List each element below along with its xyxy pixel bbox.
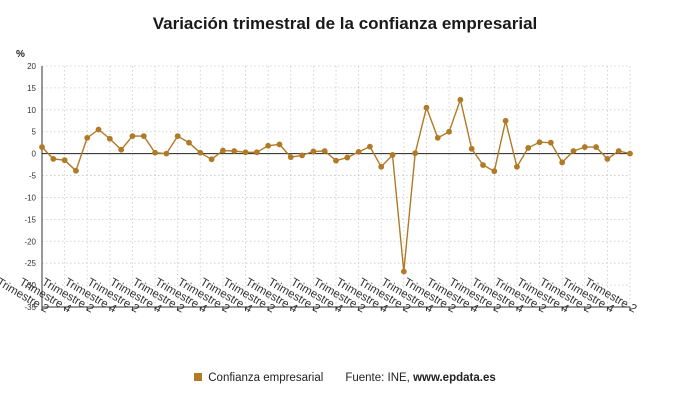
source-prefix: Fuente: INE, xyxy=(345,372,414,384)
data-point[interactable] xyxy=(344,154,351,161)
y-tick-label: 5 xyxy=(32,128,37,137)
data-point[interactable] xyxy=(220,147,226,154)
data-point[interactable] xyxy=(231,148,238,154)
data-point[interactable] xyxy=(106,135,113,142)
data-point[interactable] xyxy=(547,139,554,146)
data-point[interactable] xyxy=(378,163,385,170)
data-point[interactable] xyxy=(525,145,532,151)
data-point[interactable] xyxy=(174,133,181,140)
data-point[interactable] xyxy=(434,134,441,141)
data-point[interactable] xyxy=(140,133,147,140)
data-point[interactable] xyxy=(502,117,509,124)
chart-grid xyxy=(41,65,631,308)
y-tick-label: -15 xyxy=(24,215,36,224)
data-point[interactable] xyxy=(208,156,215,163)
legend: Confianza empresarial Fuente: INE, www.ep… xyxy=(0,372,690,384)
data-point[interactable] xyxy=(604,155,611,162)
data-point[interactable] xyxy=(457,96,464,103)
source-note: Fuente: INE, www.epdata.es xyxy=(345,372,495,384)
data-point[interactable] xyxy=(39,144,45,150)
data-point[interactable] xyxy=(446,128,452,135)
data-point[interactable] xyxy=(559,159,566,166)
series-confianza-empresarial xyxy=(39,96,633,275)
data-point[interactable] xyxy=(615,148,622,154)
data-point[interactable] xyxy=(197,149,204,156)
data-point[interactable] xyxy=(276,141,283,148)
data-point[interactable] xyxy=(253,149,260,156)
data-point[interactable] xyxy=(321,148,328,154)
data-point[interactable] xyxy=(389,152,396,158)
data-point[interactable] xyxy=(412,150,419,157)
legend-label: Confianza empresarial xyxy=(208,372,324,384)
data-point[interactable] xyxy=(61,157,68,164)
y-tick-label: 0 xyxy=(32,150,37,159)
y-axis-ticks: 20 15 10 5 0 -5 -10 -15 -20 -25 -30 -35% xyxy=(16,49,37,312)
y-tick-label: -25 xyxy=(24,259,36,268)
data-point[interactable] xyxy=(242,149,249,156)
chart-title: Variación trimestral de la confianza emp… xyxy=(152,14,538,33)
data-point[interactable] xyxy=(50,155,57,162)
data-point[interactable] xyxy=(186,139,192,146)
y-tick-label: 20 xyxy=(27,62,36,71)
series-line xyxy=(41,98,631,273)
data-point[interactable] xyxy=(129,133,136,140)
data-point[interactable] xyxy=(265,142,272,149)
y-axis-label: % xyxy=(16,49,25,60)
legend-swatch xyxy=(194,372,203,381)
data-point[interactable] xyxy=(480,162,486,168)
data-point[interactable] xyxy=(514,163,520,170)
y-tick-label: -5 xyxy=(29,172,37,181)
data-point[interactable] xyxy=(491,168,498,175)
data-point[interactable] xyxy=(84,134,91,141)
data-point[interactable] xyxy=(423,104,430,111)
data-point[interactable] xyxy=(593,144,599,150)
data-point[interactable] xyxy=(118,146,125,153)
data-point[interactable] xyxy=(163,150,170,157)
y-tick-label: 15 xyxy=(27,84,36,93)
data-point[interactable] xyxy=(355,148,362,155)
data-point[interactable] xyxy=(367,143,373,150)
data-point[interactable] xyxy=(400,268,407,275)
data-point[interactable] xyxy=(310,148,317,155)
y-tick-label: 10 xyxy=(27,106,36,115)
source-site: www.epdata.es xyxy=(413,372,496,384)
data-point[interactable] xyxy=(333,157,339,164)
y-tick-label: -30 xyxy=(24,281,36,290)
data-point[interactable] xyxy=(581,144,588,150)
data-point[interactable] xyxy=(299,152,305,159)
data-point[interactable] xyxy=(570,148,577,154)
y-tick-label: -35 xyxy=(24,303,36,312)
data-point[interactable] xyxy=(536,139,543,146)
data-point[interactable] xyxy=(95,126,102,133)
y-tick-label: -20 xyxy=(24,237,36,246)
data-point[interactable] xyxy=(627,150,633,157)
data-point[interactable] xyxy=(468,145,475,152)
data-point[interactable] xyxy=(73,167,79,174)
y-tick-label: -10 xyxy=(24,193,36,202)
data-point[interactable] xyxy=(152,149,158,156)
data-point[interactable] xyxy=(287,154,294,161)
